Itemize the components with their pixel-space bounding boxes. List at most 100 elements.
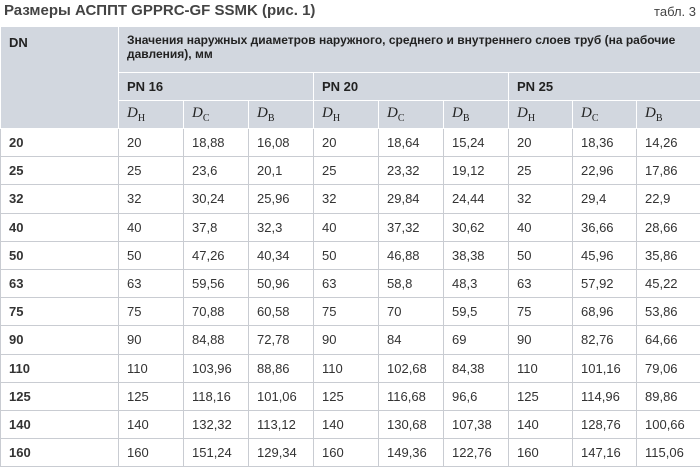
symbol-header: DВ (443, 100, 509, 129)
value-cell: 20 (508, 127, 573, 158)
value-cell: 32 (313, 184, 379, 214)
value-cell: 113,12 (248, 409, 314, 440)
dn-cell: 140 (0, 409, 119, 440)
table-row: 125 125 118,16 101,06 125 116,68 96,6 125 114,96… (0, 381, 700, 411)
value-cell: 45,22 (636, 268, 700, 299)
value-cell: 130,68 (378, 409, 444, 440)
value-cell: 125 (508, 381, 573, 411)
value-cell: 64,66 (636, 325, 700, 355)
value-cell: 35,86 (636, 240, 700, 270)
symbol: D (581, 105, 592, 121)
value-cell: 70 (378, 297, 444, 327)
value-cell: 60,58 (248, 297, 314, 327)
table-row: 25 25 23,6 20,1 25 23,32 19,12 25 22,96 17,86 (0, 156, 700, 186)
value-cell: 22,9 (636, 184, 700, 214)
dn-cell: 20 (0, 127, 119, 158)
value-cell: 101,06 (248, 381, 314, 411)
value-cell: 30,62 (443, 212, 509, 242)
dn-cell: 50 (0, 240, 119, 270)
value-cell: 125 (118, 381, 184, 411)
subscript: В (655, 113, 663, 124)
value-cell: 63 (118, 268, 184, 299)
table-body: 20 20 18,88 16,08 20 18,64 15,24 20 18,36 14,26 25… (0, 127, 700, 467)
value-cell: 75 (508, 297, 573, 327)
value-cell: 125 (313, 381, 379, 411)
value-cell: 110 (508, 353, 573, 383)
table-row: 110 110 103,96 88,86 110 102,68 84,38 110 101,16… (0, 353, 700, 383)
subscript: С (397, 113, 405, 124)
subscript: С (202, 113, 210, 124)
value-cell: 58,8 (378, 268, 444, 299)
value-cell: 25 (118, 156, 184, 186)
value-cell: 40 (118, 212, 184, 242)
value-cell: 38,38 (443, 240, 509, 270)
value-cell: 40,34 (248, 240, 314, 270)
value-cell: 102,68 (378, 353, 444, 383)
value-cell: 140 (118, 409, 184, 440)
value-cell: 128,76 (572, 409, 637, 440)
value-cell: 70,88 (183, 297, 249, 327)
value-cell: 24,44 (443, 184, 509, 214)
value-cell: 25 (508, 156, 573, 186)
value-cell: 122,76 (443, 438, 509, 467)
symbol: D (387, 105, 398, 121)
value-cell: 50 (508, 240, 573, 270)
symbol-header: DВ (248, 100, 314, 129)
table-head: DN Значения наружных диаметров наружного… (0, 26, 700, 129)
value-cell: 151,24 (183, 438, 249, 467)
value-cell: 18,64 (378, 127, 444, 158)
dn-cell: 40 (0, 212, 119, 242)
value-cell: 57,92 (572, 268, 637, 299)
value-cell: 107,38 (443, 409, 509, 440)
value-cell: 36,66 (572, 212, 637, 242)
value-cell: 129,34 (248, 438, 314, 467)
subscript: С (591, 113, 599, 124)
value-cell: 15,24 (443, 127, 509, 158)
value-cell: 46,88 (378, 240, 444, 270)
group-header: Значения наружных диаметров наружного, с… (118, 26, 700, 73)
symbol-header: DС (183, 100, 249, 129)
value-cell: 47,26 (183, 240, 249, 270)
symbol: D (452, 105, 463, 121)
symbol-header: DВ (636, 100, 700, 129)
symbol: D (645, 105, 656, 121)
value-cell: 29,84 (378, 184, 444, 214)
value-cell: 30,24 (183, 184, 249, 214)
symbol-header: DН (313, 100, 379, 129)
value-cell: 59,5 (443, 297, 509, 327)
value-cell: 110 (313, 353, 379, 383)
value-cell: 48,3 (443, 268, 509, 299)
table-row: 90 90 84,88 72,78 90 84 69 90 82,76 64,66 (0, 325, 700, 355)
value-cell: 50,96 (248, 268, 314, 299)
value-cell: 23,6 (183, 156, 249, 186)
title: Размеры АСППТ GPPRC-GF SSMK (рис. 1) (4, 2, 316, 19)
value-cell: 50 (313, 240, 379, 270)
pressure-header: PN 20 (313, 72, 509, 101)
value-cell: 50 (118, 240, 184, 270)
value-cell: 16,08 (248, 127, 314, 158)
value-cell: 160 (508, 438, 573, 467)
value-cell: 75 (118, 297, 184, 327)
symbol-header: DС (572, 100, 637, 129)
value-cell: 32 (508, 184, 573, 214)
table-row: 50 50 47,26 40,34 50 46,88 38,38 50 45,96 35,86 (0, 240, 700, 270)
value-cell: 14,26 (636, 127, 700, 158)
value-cell: 100,66 (636, 409, 700, 440)
subscript: Н (527, 113, 536, 124)
value-cell: 116,68 (378, 381, 444, 411)
value-cell: 149,36 (378, 438, 444, 467)
value-cell: 40 (508, 212, 573, 242)
value-cell: 96,6 (443, 381, 509, 411)
value-cell: 17,86 (636, 156, 700, 186)
table-row: 20 20 18,88 16,08 20 18,64 15,24 20 18,36 14,26 (0, 127, 700, 158)
table: DN Значения наружных диаметров наружного… (0, 26, 700, 467)
symbol: D (257, 105, 268, 121)
value-cell: 84 (378, 325, 444, 355)
symbol-header: DН (118, 100, 184, 129)
table-row: 63 63 59,56 50,96 63 58,8 48,3 63 57,92 45,22 (0, 268, 700, 299)
value-cell: 32 (118, 184, 184, 214)
value-cell: 68,96 (572, 297, 637, 327)
dn-cell: 32 (0, 184, 119, 214)
value-cell: 37,8 (183, 212, 249, 242)
